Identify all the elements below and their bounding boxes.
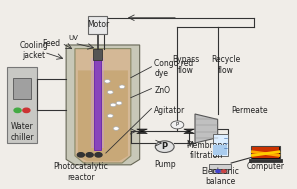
Text: P: P — [162, 142, 168, 151]
Circle shape — [77, 153, 84, 157]
Polygon shape — [66, 45, 140, 165]
Circle shape — [116, 101, 122, 105]
Text: Electronic
balance: Electronic balance — [201, 167, 239, 186]
Text: Congo red
dye: Congo red dye — [154, 59, 194, 78]
Text: ZnO: ZnO — [154, 86, 170, 95]
Bar — [251, 146, 280, 159]
Polygon shape — [75, 49, 131, 163]
Bar — [252, 147, 279, 159]
Bar — [93, 49, 102, 60]
Text: UV: UV — [69, 35, 78, 41]
Text: Pump: Pump — [154, 160, 176, 169]
Polygon shape — [184, 129, 195, 133]
Text: Cooling
jacket: Cooling jacket — [19, 41, 48, 60]
Circle shape — [104, 80, 110, 83]
Polygon shape — [137, 129, 147, 133]
Polygon shape — [78, 70, 128, 161]
Circle shape — [23, 108, 30, 112]
Polygon shape — [195, 114, 218, 143]
Circle shape — [107, 90, 113, 94]
Text: Water
chiller: Water chiller — [10, 122, 34, 142]
Text: Recycle
flow: Recycle flow — [211, 55, 240, 75]
Text: Feed: Feed — [42, 39, 60, 48]
Circle shape — [86, 153, 93, 157]
Bar — [94, 56, 101, 150]
Bar — [91, 58, 104, 149]
Bar — [212, 169, 228, 173]
Text: P: P — [176, 122, 179, 127]
Bar — [213, 134, 228, 156]
Text: Photocatalytic
reactor: Photocatalytic reactor — [53, 162, 108, 182]
Text: Agitator: Agitator — [154, 106, 186, 115]
Bar — [13, 78, 31, 99]
Text: Membrane
filtration: Membrane filtration — [186, 141, 227, 160]
Text: Permeate: Permeate — [231, 106, 268, 115]
Bar — [209, 164, 231, 169]
Circle shape — [107, 114, 113, 118]
Text: Computer: Computer — [247, 162, 285, 171]
Text: Bypass
flow: Bypass flow — [173, 55, 200, 75]
Text: Motor: Motor — [87, 20, 109, 29]
Circle shape — [110, 103, 116, 107]
Circle shape — [14, 108, 21, 112]
Circle shape — [171, 121, 184, 129]
Bar — [249, 159, 282, 162]
Bar — [7, 67, 37, 143]
Circle shape — [95, 153, 102, 157]
Circle shape — [222, 170, 226, 173]
Circle shape — [113, 127, 119, 130]
Circle shape — [119, 85, 125, 89]
Bar — [88, 16, 107, 34]
Bar — [213, 145, 227, 155]
Circle shape — [155, 141, 174, 153]
Circle shape — [216, 170, 220, 173]
